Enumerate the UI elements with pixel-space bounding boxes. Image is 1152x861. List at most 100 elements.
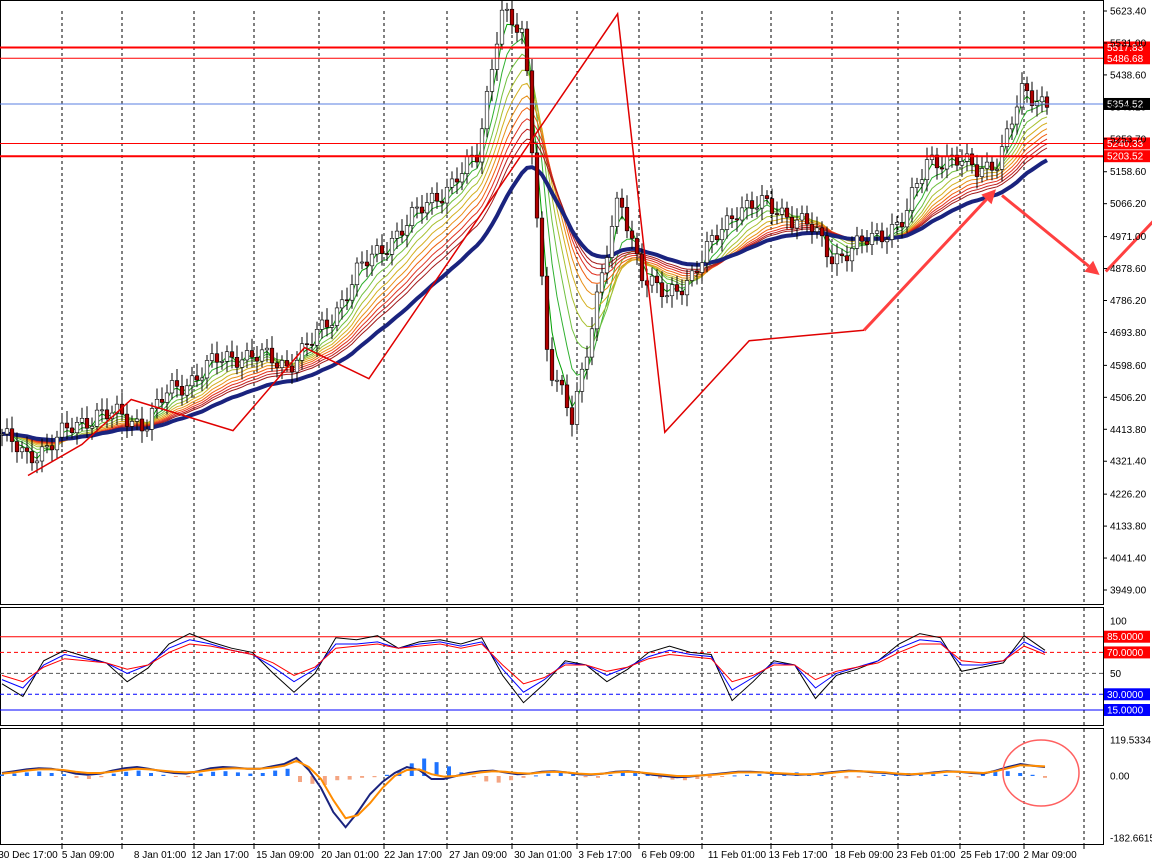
candle-body <box>634 238 640 255</box>
candle-body <box>1039 96 1045 103</box>
candle-body <box>809 223 815 232</box>
candle-body <box>519 28 525 33</box>
time-label: 30 Jan 01:00 <box>514 850 572 861</box>
candle-body <box>859 235 865 242</box>
oscillator-panel[interactable] <box>0 607 1104 726</box>
macd-histogram-bar <box>447 766 451 776</box>
macd-histogram-bar <box>968 776 973 777</box>
candle-body <box>444 186 450 204</box>
level-tag <box>1104 137 1150 150</box>
candle-body <box>294 360 300 373</box>
zigzag-line[interactable] <box>27 11 865 477</box>
macd-tick-label: -182.6615 <box>1110 834 1152 845</box>
candle-body <box>1004 128 1010 147</box>
macd-histogram-bar <box>521 776 526 778</box>
candle-body <box>104 409 110 419</box>
arrow-shaft[interactable] <box>1104 150 1152 273</box>
macd-histogram-bar <box>12 773 17 776</box>
price-tick-label: 4878.60 <box>1110 264 1147 275</box>
candle-body <box>199 377 205 381</box>
candle-body <box>489 69 495 92</box>
candle-body <box>404 225 410 236</box>
macd-histogram-bar <box>583 776 588 778</box>
macd-histogram-bar <box>819 774 824 776</box>
price-tick-label: 5346.10 <box>1110 102 1147 113</box>
time-label: 8 Jan 01:00 <box>134 850 187 861</box>
highlight-circle[interactable] <box>1002 739 1080 807</box>
candle-body <box>424 202 430 214</box>
macd-histogram-bar <box>509 776 514 781</box>
candle-body <box>724 215 730 230</box>
candle-body <box>739 207 745 221</box>
candle-body <box>884 239 890 243</box>
candle-body <box>774 213 780 215</box>
arrow-shaft[interactable] <box>1001 194 1090 268</box>
candle-body <box>329 325 335 328</box>
macd-tick-label: 0.00 <box>1110 772 1130 783</box>
candle-body <box>879 230 885 243</box>
level-tag <box>1104 41 1150 54</box>
candle-body <box>24 447 30 452</box>
macd-histogram-bar <box>99 776 104 778</box>
candle-body <box>49 445 55 451</box>
candle-body <box>699 262 705 273</box>
candle-body <box>1044 96 1050 108</box>
candle-body <box>974 164 980 177</box>
candle-body <box>344 299 350 302</box>
price-tick-label: 4133.80 <box>1110 522 1147 533</box>
candle-body <box>269 347 275 364</box>
candle-body <box>314 329 320 346</box>
candle-body <box>494 43 500 70</box>
candle-body <box>39 446 45 462</box>
level-tag-label: 5240.33 <box>1107 139 1144 150</box>
candle-body <box>999 146 1005 170</box>
current-price-tag <box>1104 97 1150 110</box>
oscillator-grid <box>0 608 1103 725</box>
candle-body <box>374 245 380 255</box>
candle-body <box>169 380 175 394</box>
macd-histogram-bar <box>881 774 886 776</box>
candle-body <box>604 257 610 274</box>
time-label: 18 Feb 09:00 <box>835 850 894 861</box>
macd-histogram-bar <box>980 773 985 776</box>
level-tag <box>1104 52 1150 65</box>
macd-histogram-bar <box>273 770 278 776</box>
macd-histogram-bar <box>670 776 675 780</box>
macd-histogram-bar <box>869 776 874 777</box>
macd-histogram-bar <box>484 776 489 782</box>
candle-body <box>969 153 975 166</box>
macd-histogram-bar <box>757 774 762 776</box>
candle-body <box>479 128 485 163</box>
time-axis: 30 Dec 17:00 5 Jan 09:00 8 Jan 01:00 12 Jan… <box>0 844 1085 861</box>
price-tick-label: 4321.40 <box>1110 457 1147 468</box>
candle-body <box>29 451 35 464</box>
drawing-annotations[interactable] <box>27 11 1152 477</box>
macd-histogram-bar <box>571 774 576 776</box>
macd-histogram-bar <box>695 776 700 780</box>
candle-body <box>649 275 655 286</box>
candle-body <box>364 261 370 267</box>
oscillator-tick-label: 100 <box>1110 617 1127 628</box>
oscillator-line <box>1 639 1046 693</box>
candle-body <box>799 213 805 221</box>
oscillator-level-tag <box>1104 704 1150 716</box>
candle-body <box>614 197 620 227</box>
candle-body <box>889 224 895 240</box>
level-tag-label: 5517.83 <box>1107 43 1144 54</box>
price-tick-label: 4786.20 <box>1110 296 1147 307</box>
arrow-shaft[interactable] <box>862 198 988 332</box>
candle-body <box>874 230 880 234</box>
macd-histogram-bar <box>49 772 54 776</box>
arrow-head[interactable] <box>1084 260 1100 275</box>
time-label: 2 Mar 09:00 <box>1023 850 1077 861</box>
macd-histogram-bar <box>422 758 427 776</box>
macd-panel[interactable] <box>0 728 1104 845</box>
candle-body <box>839 253 845 257</box>
candle-body <box>919 179 925 184</box>
candle-body <box>914 183 920 188</box>
arrow-head[interactable] <box>981 189 996 205</box>
oscillator-tick-label: 85.0000 <box>1107 632 1144 643</box>
